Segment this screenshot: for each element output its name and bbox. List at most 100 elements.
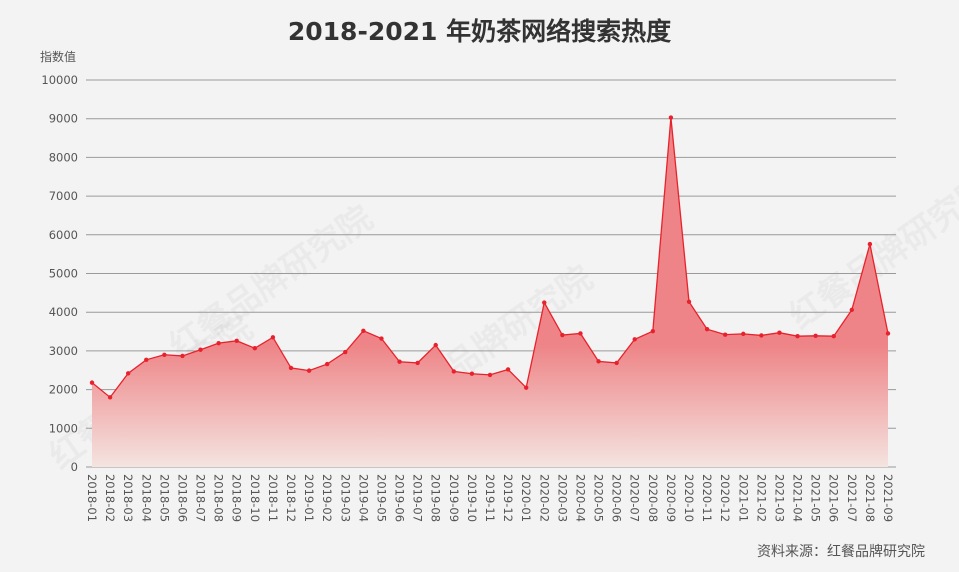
y-axis-label: 指数值 bbox=[40, 50, 77, 64]
data-point bbox=[759, 333, 764, 338]
data-point bbox=[469, 371, 475, 376]
x-tick-label: 2021-09 bbox=[881, 474, 895, 522]
x-tick-label: 2018-04 bbox=[139, 474, 153, 522]
data-point bbox=[216, 340, 221, 346]
y-tick-label: 8000 bbox=[49, 150, 78, 164]
data-point bbox=[451, 369, 457, 374]
x-tick-label: 2019-04 bbox=[356, 474, 370, 522]
data-point bbox=[162, 352, 167, 357]
data-point bbox=[180, 353, 185, 359]
data-point bbox=[578, 331, 583, 336]
data-point bbox=[885, 331, 891, 336]
x-tick-label: 2018-12 bbox=[284, 474, 298, 522]
data-point bbox=[722, 332, 728, 337]
x-tick-label: 2020-11 bbox=[700, 474, 714, 522]
x-tick-label: 2018-03 bbox=[121, 474, 135, 522]
x-tick-label: 2020-01 bbox=[519, 474, 533, 522]
x-tick-label: 2018-06 bbox=[175, 474, 189, 522]
x-tick-label: 2018-09 bbox=[230, 474, 244, 522]
data-point bbox=[198, 347, 203, 352]
data-point bbox=[89, 380, 95, 385]
x-tick-label: 2019-03 bbox=[338, 474, 352, 522]
data-point bbox=[125, 371, 131, 376]
data-point bbox=[433, 342, 438, 348]
x-tick-label: 2020-08 bbox=[646, 474, 660, 522]
x-tick-label: 2020-06 bbox=[610, 474, 624, 522]
x-tick-label: 2018-02 bbox=[103, 474, 117, 522]
y-tick-label: 6000 bbox=[49, 228, 78, 242]
data-point bbox=[849, 307, 855, 313]
x-tick-label: 2019-01 bbox=[302, 474, 316, 522]
x-tick-label: 2018-10 bbox=[248, 474, 262, 522]
data-point bbox=[288, 365, 294, 371]
y-tick-label: 3000 bbox=[49, 344, 78, 358]
x-tick-label: 2021-06 bbox=[827, 474, 841, 522]
data-point bbox=[144, 357, 149, 363]
x-tick-label: 2019-02 bbox=[320, 474, 334, 522]
x-tick-label: 2018-08 bbox=[212, 474, 226, 522]
data-point bbox=[686, 299, 692, 304]
y-tick-label: 7000 bbox=[49, 189, 78, 203]
x-tick-label: 2018-01 bbox=[85, 474, 99, 522]
x-tick-label: 2021-02 bbox=[754, 474, 768, 522]
y-tick-label: 9000 bbox=[49, 112, 78, 126]
data-point bbox=[397, 359, 402, 364]
x-tick-label: 2021-04 bbox=[791, 474, 805, 522]
data-point bbox=[379, 336, 384, 341]
x-tick-label: 2019-12 bbox=[501, 474, 515, 522]
data-point bbox=[650, 328, 656, 334]
chart-title: 2018-2021 年奶茶网络搜索热度 bbox=[287, 17, 672, 46]
y-tick-label: 2000 bbox=[49, 383, 78, 397]
y-tick-label: 1000 bbox=[49, 421, 78, 435]
data-point bbox=[324, 361, 330, 367]
x-tick-label: 2018-11 bbox=[266, 474, 280, 522]
y-tick-label: 5000 bbox=[49, 267, 78, 281]
source-note: 资料来源：红餐品牌研究院 bbox=[757, 544, 925, 560]
x-tick-label: 2021-08 bbox=[863, 474, 877, 522]
x-tick-label: 2019-05 bbox=[374, 474, 388, 522]
x-tick-label: 2019-07 bbox=[411, 474, 425, 522]
data-point bbox=[343, 349, 348, 355]
x-tick-label: 2020-05 bbox=[592, 474, 606, 522]
data-point bbox=[234, 338, 239, 344]
data-point bbox=[596, 359, 601, 364]
data-point bbox=[777, 330, 782, 335]
data-point bbox=[668, 115, 674, 120]
data-point bbox=[252, 345, 258, 351]
x-tick-label: 2021-01 bbox=[736, 474, 750, 522]
x-tick-label: 2020-10 bbox=[682, 474, 696, 522]
data-point bbox=[361, 328, 366, 333]
data-point bbox=[795, 333, 800, 339]
x-tick-label: 2019-08 bbox=[429, 474, 443, 522]
data-point bbox=[614, 360, 619, 366]
data-point bbox=[831, 333, 836, 339]
x-tick-label: 2020-09 bbox=[664, 474, 678, 522]
data-point bbox=[415, 360, 420, 366]
data-point bbox=[107, 395, 113, 400]
data-point bbox=[867, 241, 873, 247]
data-point bbox=[270, 335, 276, 340]
x-tick-label: 2019-09 bbox=[447, 474, 461, 522]
data-point bbox=[813, 333, 818, 339]
data-point bbox=[632, 337, 637, 342]
x-tick-label: 2020-02 bbox=[537, 474, 551, 522]
x-tick-label: 2021-05 bbox=[809, 474, 823, 522]
x-tick-label: 2021-07 bbox=[845, 474, 859, 522]
x-tick-label: 2018-07 bbox=[194, 474, 208, 522]
x-tick-label: 2018-05 bbox=[157, 474, 171, 522]
x-tick-label: 2019-11 bbox=[483, 474, 497, 522]
data-point bbox=[523, 385, 529, 390]
data-point bbox=[505, 367, 511, 372]
x-tick-label: 2020-12 bbox=[718, 474, 732, 522]
data-point bbox=[542, 300, 547, 305]
y-tick-label: 0 bbox=[71, 460, 78, 474]
x-tick-label: 2021-03 bbox=[772, 474, 786, 522]
y-tick-label: 10000 bbox=[41, 73, 78, 87]
data-point bbox=[741, 331, 746, 337]
x-tick-label: 2020-04 bbox=[573, 474, 587, 522]
x-tick-label: 2019-10 bbox=[465, 474, 479, 522]
x-tick-label: 2020-07 bbox=[628, 474, 642, 522]
area-fill bbox=[92, 117, 888, 467]
data-point bbox=[306, 368, 312, 373]
